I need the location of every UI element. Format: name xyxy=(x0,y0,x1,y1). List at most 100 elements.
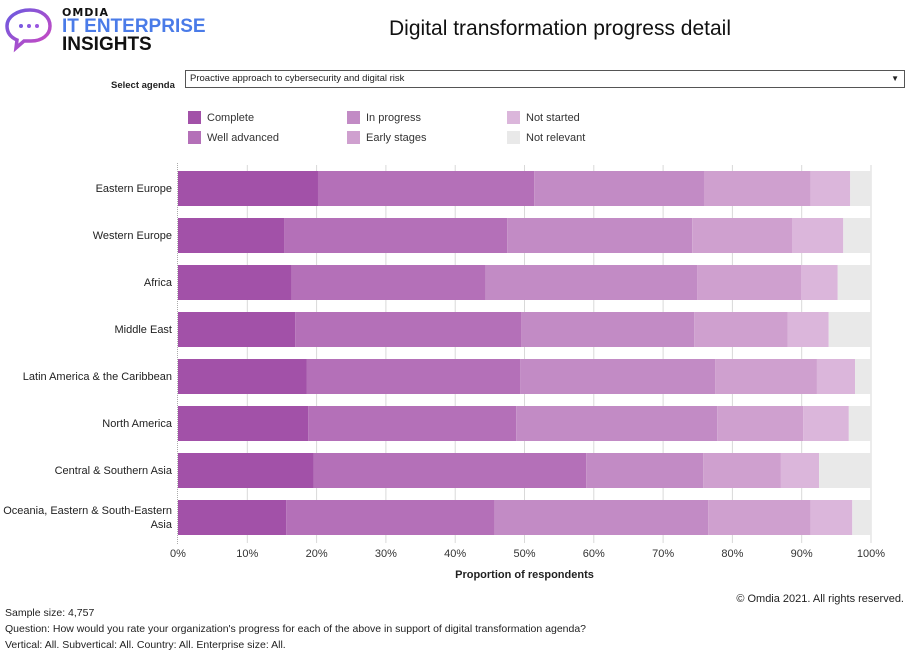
bar-segment-not-started[interactable] xyxy=(791,218,844,253)
legend-label: In progress xyxy=(366,111,422,124)
x-tick-label: 20% xyxy=(305,548,328,560)
legend-swatch xyxy=(347,111,360,124)
bar-segment-in-progress[interactable] xyxy=(485,265,698,300)
bar-row xyxy=(178,500,871,535)
bar-segment-well-advanced[interactable] xyxy=(286,500,495,535)
bar-segment-complete[interactable] xyxy=(178,218,285,253)
legend-item-complete[interactable]: Complete xyxy=(188,111,254,124)
bar-segment-in-progress[interactable] xyxy=(520,359,716,394)
bar-segment-not-started[interactable] xyxy=(787,312,829,347)
legend-swatch xyxy=(188,131,201,144)
bar-row xyxy=(178,171,871,206)
bar-row xyxy=(178,359,871,394)
survey-question: Question: How would you rate your organi… xyxy=(5,623,587,635)
x-axis-title: Proportion of respondents xyxy=(455,569,594,581)
bar-segment-complete[interactable] xyxy=(178,312,296,347)
bar-segment-complete[interactable] xyxy=(178,406,309,441)
logo-line-1: IT ENTERPRISE xyxy=(62,16,206,37)
x-tick-label: 10% xyxy=(236,548,259,560)
bar-segment-not-relevant[interactable] xyxy=(837,265,871,300)
select-agenda-label: Select agenda xyxy=(111,80,175,91)
bar-segment-not-relevant[interactable] xyxy=(843,218,871,253)
bar-segment-not-started[interactable] xyxy=(803,406,849,441)
bar-segment-complete[interactable] xyxy=(178,171,318,206)
bar-segment-early-stages[interactable] xyxy=(715,359,817,394)
bar-segment-in-progress[interactable] xyxy=(516,406,718,441)
bar-segment-not-started[interactable] xyxy=(810,500,853,535)
bar-segment-in-progress[interactable] xyxy=(521,312,695,347)
bar-segment-well-advanced[interactable] xyxy=(308,406,517,441)
dropdown-arrow-icon[interactable]: ▼ xyxy=(891,74,899,83)
agenda-select-value: Proactive approach to cybersecurity and … xyxy=(190,73,405,84)
y-category-label: Africa xyxy=(143,276,172,289)
bar-segment-not-relevant[interactable] xyxy=(850,171,871,206)
x-tick-label: 30% xyxy=(374,548,397,560)
bar-segment-not-relevant[interactable] xyxy=(855,359,871,394)
bar-segment-not-relevant[interactable] xyxy=(848,406,871,441)
bars xyxy=(178,171,871,535)
bar-segment-well-advanced[interactable] xyxy=(306,359,521,394)
bar-segment-early-stages[interactable] xyxy=(708,500,811,535)
bar-segment-not-started[interactable] xyxy=(780,453,820,488)
x-tick-label: 60% xyxy=(582,548,605,560)
bar-segment-early-stages[interactable] xyxy=(703,453,781,488)
bar-row xyxy=(178,406,871,441)
bar-segment-not-started[interactable] xyxy=(816,359,856,394)
bar-segment-complete[interactable] xyxy=(178,500,287,535)
bar-segment-well-advanced[interactable] xyxy=(317,171,535,206)
bar-segment-in-progress[interactable] xyxy=(586,453,704,488)
bar-segment-early-stages[interactable] xyxy=(694,312,788,347)
legend-item-early-stages[interactable]: Early stages xyxy=(347,131,427,144)
bar-row xyxy=(178,265,871,300)
bar-segment-well-advanced[interactable] xyxy=(295,312,522,347)
legend-swatch xyxy=(507,131,520,144)
x-tick-label: 40% xyxy=(444,548,467,560)
y-category-label: Oceania, Eastern & South-Eastern Asia xyxy=(3,504,172,531)
y-category-label: Central & Southern Asia xyxy=(54,464,172,477)
bar-segment-early-stages[interactable] xyxy=(703,171,811,206)
x-tick-label: 100% xyxy=(856,548,886,560)
x-tick-label: 80% xyxy=(721,548,744,560)
bar-segment-in-progress[interactable] xyxy=(494,500,709,535)
bar-segment-early-stages[interactable] xyxy=(717,406,804,441)
bar-segment-in-progress[interactable] xyxy=(534,171,704,206)
bar-segment-well-advanced[interactable] xyxy=(284,218,508,253)
bar-segment-not-relevant[interactable] xyxy=(819,453,871,488)
bar-segment-well-advanced[interactable] xyxy=(291,265,486,300)
bar-row xyxy=(178,218,871,253)
omdia-logo: OMDIA IT ENTERPRISE INSIGHTS xyxy=(4,4,214,54)
bar-row xyxy=(178,453,871,488)
legend-label: Early stages xyxy=(366,131,427,144)
bar-segment-not-started[interactable] xyxy=(810,171,851,206)
bar-segment-early-stages[interactable] xyxy=(692,218,792,253)
legend-swatch xyxy=(188,111,201,124)
bar-segment-complete[interactable] xyxy=(178,453,314,488)
legend-swatch xyxy=(347,131,360,144)
legend-label: Not started xyxy=(526,111,580,124)
logo-line-2: INSIGHTS xyxy=(62,34,152,55)
legend-item-in-progress[interactable]: In progress xyxy=(347,111,421,124)
chat-bubble-icon xyxy=(5,8,52,53)
legend-item-not-started[interactable]: Not started xyxy=(507,111,580,124)
legend-label: Well advanced xyxy=(207,131,279,144)
bar-segment-complete[interactable] xyxy=(178,265,292,300)
bar-segment-early-stages[interactable] xyxy=(697,265,802,300)
y-category-label: Middle East xyxy=(114,323,172,336)
x-tick-label: 0% xyxy=(170,548,186,560)
bar-segment-complete[interactable] xyxy=(178,359,307,394)
legend-item-well-advanced[interactable]: Well advanced xyxy=(188,131,279,144)
filters-summary: Vertical: All. Subvertical: All. Country… xyxy=(5,639,286,651)
y-category-label: North America xyxy=(102,417,172,430)
bar-segment-in-progress[interactable] xyxy=(507,218,693,253)
x-tick-label: 70% xyxy=(652,548,675,560)
legend-label: Not relevant xyxy=(526,131,586,144)
bar-segment-not-relevant[interactable] xyxy=(828,312,871,347)
legend-item-not-relevant[interactable]: Not relevant xyxy=(507,131,585,144)
bar-segment-well-advanced[interactable] xyxy=(313,453,587,488)
bar-segment-not-relevant[interactable] xyxy=(852,500,871,535)
bar-segment-not-started[interactable] xyxy=(801,265,838,300)
agenda-select[interactable]: Proactive approach to cybersecurity and … xyxy=(185,70,905,88)
y-category-label: Eastern Europe xyxy=(95,182,172,195)
y-category-label: Western Europe xyxy=(92,229,172,242)
page-title: Digital transformation progress detail xyxy=(389,17,731,40)
